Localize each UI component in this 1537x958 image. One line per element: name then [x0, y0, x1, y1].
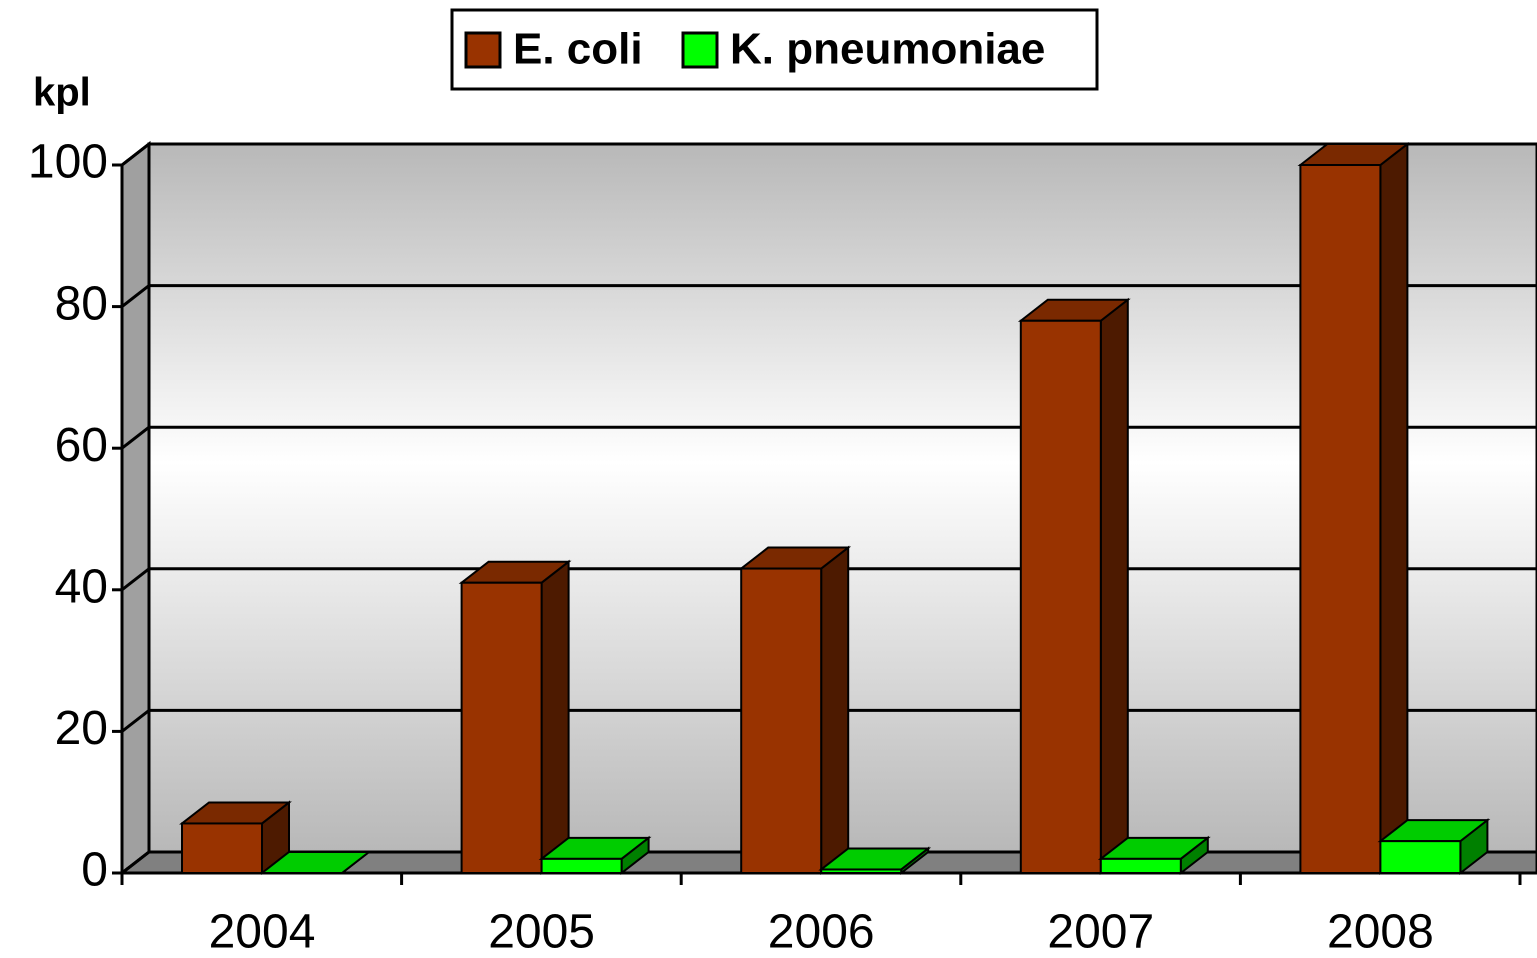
y-tick-label: 40 [55, 560, 108, 613]
bar-side [820, 545, 850, 876]
bar-front [181, 822, 263, 875]
bar-side [1379, 141, 1409, 876]
y-tick-label: 80 [55, 277, 108, 330]
bar [818, 846, 932, 876]
bar [1017, 297, 1131, 876]
bar [538, 835, 652, 876]
legend-label: E. coli [513, 25, 643, 74]
legend-box [450, 8, 1099, 91]
bar-front [1379, 840, 1462, 875]
y-axis-label: kpl [33, 71, 91, 115]
grid-line-side [121, 567, 150, 591]
bar [458, 559, 572, 876]
legend-swatch [681, 31, 719, 69]
bar-top [259, 851, 372, 874]
y-tick-label: 20 [55, 702, 108, 755]
side-wall [120, 140, 151, 877]
x-tick-label: 2006 [768, 906, 875, 958]
bar-front [1099, 857, 1182, 875]
bar-side [1099, 297, 1129, 876]
x-tick-label: 2005 [488, 906, 595, 958]
bar-front [820, 868, 903, 875]
x-tick-label: 2008 [1327, 906, 1434, 958]
bar-side [540, 559, 570, 876]
grid-line-side [121, 426, 150, 450]
bar [1297, 141, 1411, 876]
x-tick-label: 2007 [1047, 906, 1154, 958]
grid-line-side [121, 850, 150, 875]
bar-front [460, 581, 543, 874]
bar-front [1299, 164, 1382, 874]
legend-label: K. pneumoniae [730, 25, 1045, 74]
bar [179, 800, 292, 876]
bar-front [740, 567, 823, 874]
legend-swatch [464, 31, 502, 69]
grid-line-side [121, 142, 150, 167]
bar [738, 545, 852, 876]
y-tick-label: 60 [55, 419, 108, 472]
bar [1377, 818, 1491, 876]
bar-front [540, 857, 623, 875]
y-tick-label: 100 [28, 136, 108, 189]
bar-front [1019, 319, 1102, 874]
grid-line-side [121, 284, 150, 308]
x-tick-label: 2004 [209, 906, 316, 958]
bar [1097, 835, 1211, 876]
y-tick-label: 0 [81, 844, 108, 897]
bar [259, 851, 372, 874]
grid-line-side [121, 709, 150, 733]
